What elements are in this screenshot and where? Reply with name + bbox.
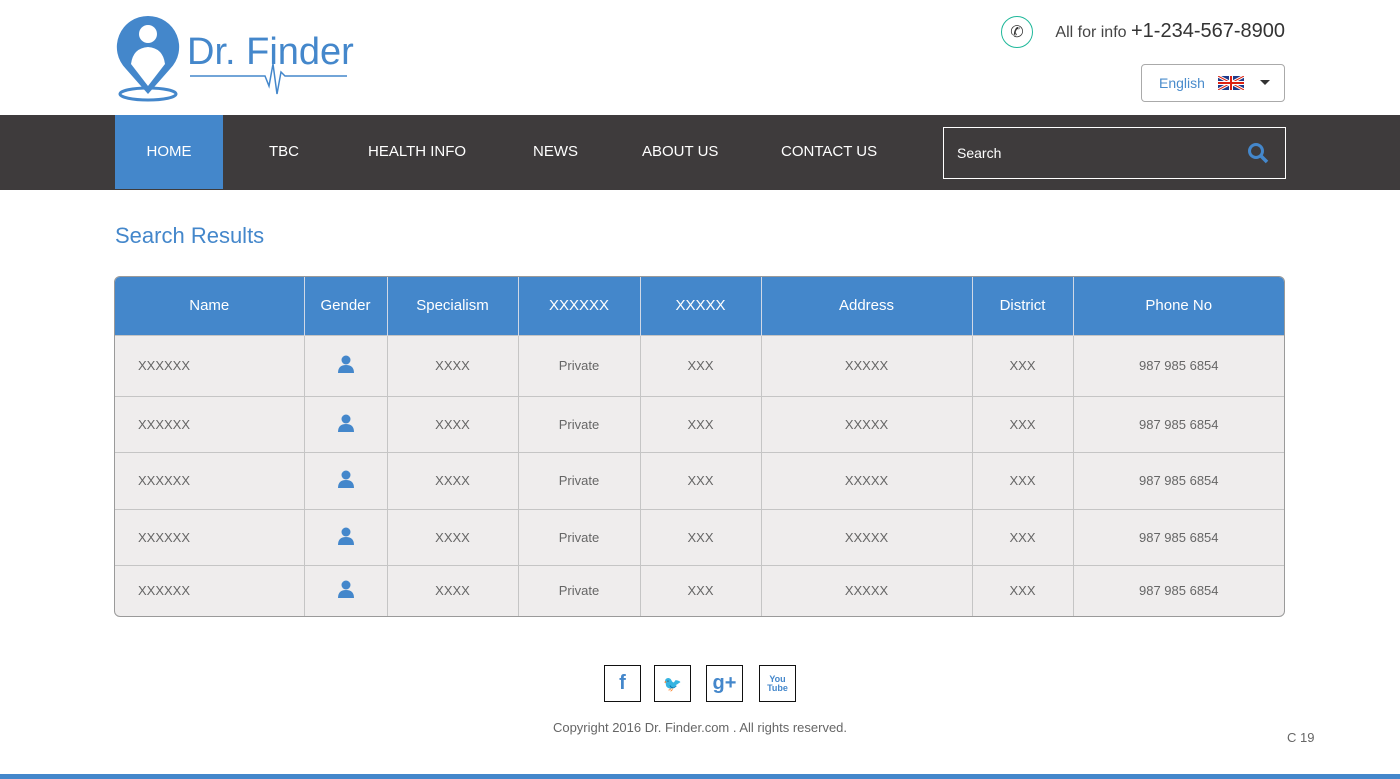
cell-address: XXXXX [761, 564, 973, 616]
contact-info: All for info +1-234-567-8900 [1055, 20, 1285, 42]
cell-c5: XXX [640, 564, 762, 616]
uk-flag-icon [1217, 76, 1244, 90]
twitter-icon: 🐦 [663, 675, 682, 693]
search-box [943, 127, 1286, 179]
cell-address: XXXXX [761, 451, 973, 509]
main-nav: HOME TBC HEALTH INFO NEWS ABOUT US CONTA… [0, 115, 1400, 190]
cell-district: XXX [972, 334, 1074, 396]
search-icon[interactable] [1247, 142, 1269, 164]
cell-c5: XXX [640, 508, 762, 565]
table-row[interactable]: XXXXXX XXXX Private XXX XXXXX XXX 987 985 6854 [115, 395, 1284, 452]
cell-name: XXXXXX [115, 395, 305, 452]
cell-c5: XXX [640, 451, 762, 509]
facebook-link[interactable]: f [604, 665, 641, 702]
cell-phone: 987 985 6854 [1073, 508, 1284, 565]
cell-type: Private [518, 564, 641, 616]
cell-specialism: XXXX [387, 564, 519, 616]
cell-address: XXXXX [761, 508, 973, 565]
youtube-icon: You Tube [767, 673, 788, 693]
cell-phone: 987 985 6854 [1073, 564, 1284, 616]
user-icon [304, 451, 388, 509]
cell-phone: 987 985 6854 [1073, 395, 1284, 452]
column-header: Phone No [1073, 277, 1284, 335]
user-icon [304, 334, 388, 396]
cell-type: Private [518, 395, 641, 452]
table-row[interactable]: XXXXXX XXXX Private XXX XXXXX XXX 987 985 6854 [115, 334, 1284, 396]
youtube-link[interactable]: You Tube [759, 665, 796, 702]
google-plus-icon: g+ [712, 672, 737, 694]
search-input[interactable] [957, 145, 1237, 161]
cell-district: XXX [972, 564, 1074, 616]
nav-home[interactable]: HOME [115, 115, 223, 189]
cell-name: XXXXXX [115, 334, 305, 396]
cell-address: XXXXX [761, 334, 973, 396]
bottom-bar [0, 774, 1400, 779]
nav-health-info[interactable]: HEALTH INFO [368, 143, 467, 160]
cell-phone: 987 985 6854 [1073, 334, 1284, 396]
table-row[interactable]: XXXXXX XXXX Private XXX XXXXX XXX 987 985 6854 [115, 508, 1284, 565]
logo[interactable]: Dr. Finder [115, 14, 355, 104]
page-code: C 19 [1287, 730, 1315, 745]
results-table: Name Gender Specialism XXXXXX XXXXX Address Di… [114, 276, 1285, 617]
cell-type: Private [518, 451, 641, 509]
table-row[interactable]: XXXXXX XXXX Private XXX XXXXX XXX 987 985 6854 [115, 564, 1284, 616]
column-header: Specialism [387, 277, 519, 335]
user-icon [304, 395, 388, 452]
cell-address: XXXXX [761, 395, 973, 452]
table-row[interactable]: XXXXXX XXXX Private XXX XXXXX XXX 987 985 6854 [115, 451, 1284, 509]
column-header: Address [761, 277, 973, 335]
nav-tbc[interactable]: TBC [269, 143, 299, 160]
google-plus-link[interactable]: g+ [706, 665, 743, 702]
page-title: Search Results [115, 223, 265, 248]
cell-specialism: XXXX [387, 451, 519, 509]
chevron-down-icon [1260, 80, 1270, 85]
cell-phone: 987 985 6854 [1073, 451, 1284, 509]
cell-specialism: XXXX [387, 508, 519, 565]
phone-icon: ✆ [1001, 16, 1033, 48]
language-select[interactable]: English [1141, 64, 1285, 102]
column-header: XXXXX [640, 277, 762, 335]
copyright: Copyright 2016 Dr. Finder.com . All righ… [552, 720, 848, 735]
cell-c5: XXX [640, 334, 762, 396]
nav-about-us[interactable]: ABOUT US [642, 143, 719, 160]
cell-district: XXX [972, 508, 1074, 565]
cell-district: XXX [972, 395, 1074, 452]
nav-contact-us[interactable]: CONTACT US [781, 143, 878, 160]
column-header: Gender [304, 277, 388, 335]
column-header: XXXXXX [518, 277, 641, 335]
nav-news[interactable]: NEWS [533, 143, 578, 160]
cell-name: XXXXXX [115, 451, 305, 509]
cell-type: Private [518, 508, 641, 565]
facebook-icon: f [619, 672, 626, 694]
cell-district: XXX [972, 451, 1074, 509]
cell-name: XXXXXX [115, 508, 305, 565]
cell-name: XXXXXX [115, 564, 305, 616]
cell-type: Private [518, 334, 641, 396]
user-icon [304, 564, 388, 616]
column-header: Name [115, 277, 305, 335]
cell-c5: XXX [640, 395, 762, 452]
column-header: District [972, 277, 1074, 335]
twitter-link[interactable]: 🐦 [654, 665, 691, 702]
cell-specialism: XXXX [387, 334, 519, 396]
user-icon [304, 508, 388, 565]
svg-text:Dr. Finder: Dr. Finder [187, 31, 354, 73]
cell-specialism: XXXX [387, 395, 519, 452]
